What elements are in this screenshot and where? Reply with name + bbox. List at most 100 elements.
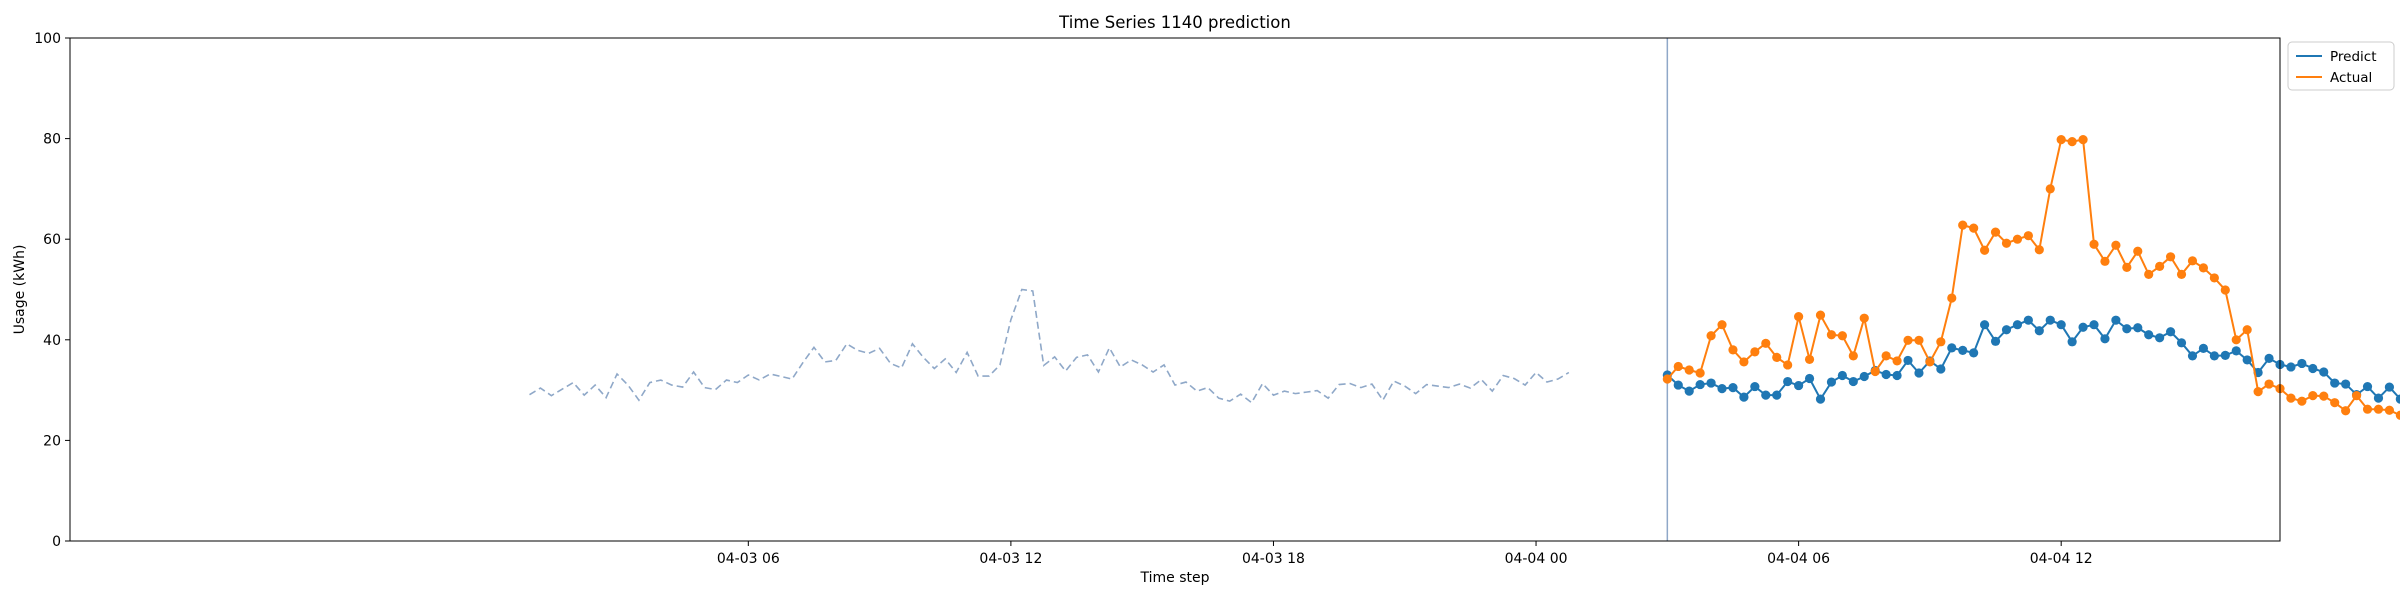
- legend-label-actual: Actual: [2330, 70, 2372, 86]
- actual-point: [1859, 313, 1869, 323]
- actual-point: [1892, 356, 1902, 366]
- actual-point: [1826, 330, 1837, 340]
- actual-point: [2362, 404, 2373, 414]
- predict-point: [1750, 381, 1760, 392]
- predict-point: [1706, 378, 1716, 388]
- predict-point: [1717, 383, 1727, 394]
- predict-point: [1990, 336, 2001, 346]
- predict-point: [1815, 394, 1826, 404]
- actual-point: [1870, 366, 1880, 377]
- actual-point: [1936, 337, 1946, 347]
- actual-point: [2067, 137, 2077, 147]
- actual-point: [1706, 331, 1716, 341]
- actual-point: [2176, 269, 2187, 280]
- predict-point: [1936, 364, 1946, 374]
- actual-point: [2209, 273, 2219, 283]
- predict-point: [2012, 320, 2023, 330]
- predict-point: [2100, 334, 2110, 344]
- predict-point: [1826, 377, 1837, 387]
- actual-point: [1750, 347, 1760, 357]
- actual-point: [1815, 310, 1826, 320]
- actual-point: [2187, 256, 2198, 266]
- predict-point: [1772, 390, 1782, 400]
- y-tick-label: 80: [43, 132, 61, 148]
- predict-point: [2384, 382, 2395, 392]
- actual-point: [2330, 398, 2340, 408]
- actual-point: [2220, 285, 2230, 295]
- actual-point: [1739, 357, 1749, 367]
- actual-point: [1881, 351, 1891, 361]
- predict-point: [2362, 381, 2373, 392]
- predict-point: [2297, 358, 2307, 369]
- actual-point: [2319, 391, 2329, 401]
- actual-point: [1673, 361, 1683, 372]
- actual-point: [2286, 393, 2296, 403]
- actual-point: [1772, 352, 1782, 362]
- actual-point: [2165, 252, 2176, 262]
- plot-frame: [69, 37, 2281, 542]
- x-tick-label: 04-03 06: [717, 551, 780, 567]
- predict-point: [2264, 353, 2274, 364]
- actual-point: [2253, 387, 2263, 397]
- predict-point: [2023, 315, 2033, 325]
- predict-point: [2308, 363, 2318, 374]
- predict-point: [2089, 320, 2099, 330]
- x-tick-label: 04-04 00: [1505, 551, 1568, 567]
- predict-point: [1947, 343, 1957, 353]
- y-tick-label: 20: [43, 433, 61, 449]
- actual-point: [1958, 220, 1968, 230]
- predict-point: [1980, 320, 1990, 330]
- predict-point: [2045, 315, 2055, 325]
- y-axis: 0 20 40 60 80 100: [34, 31, 70, 550]
- actual-point: [1728, 345, 1738, 355]
- predict-point: [2111, 315, 2121, 325]
- predict-point: [1848, 376, 1858, 387]
- predict-point: [2034, 326, 2044, 336]
- predict-point: [1892, 370, 1902, 381]
- actual-point: [2155, 261, 2165, 271]
- actual-point: [2034, 245, 2044, 255]
- predict-point: [1783, 376, 1793, 387]
- actual-point: [1783, 360, 1793, 370]
- predict-point: [1859, 371, 1869, 382]
- actual-point: [1761, 338, 1771, 348]
- predict-point: [2209, 351, 2219, 361]
- predict-point: [1958, 345, 1968, 355]
- actual-point: [2133, 246, 2143, 256]
- predict-point: [2242, 355, 2252, 365]
- predict-point: [2319, 367, 2329, 377]
- actual-point: [2100, 256, 2110, 266]
- predict-point: [2176, 338, 2187, 348]
- predict-point: [2122, 324, 2132, 334]
- actual-point: [1947, 293, 1957, 303]
- predict-point: [1728, 382, 1738, 393]
- predict-point: [2144, 330, 2154, 340]
- actual-point: [1794, 312, 1804, 322]
- predict-point: [2056, 320, 2066, 330]
- predict-point: [1804, 373, 1815, 384]
- x-tick-label: 04-03 18: [1242, 551, 1305, 567]
- actual-point: [2308, 391, 2318, 401]
- actual-point: [1837, 331, 1847, 341]
- actual-point: [2373, 404, 2384, 414]
- actual-point: [2012, 234, 2023, 244]
- actual-point: [1804, 354, 1815, 365]
- predict-point: [1673, 380, 1683, 390]
- actual-point: [2122, 262, 2132, 272]
- actual-point: [2395, 410, 2400, 420]
- actual-point: [2144, 269, 2154, 280]
- history-line: [529, 288, 1570, 404]
- predict-point: [2395, 394, 2400, 404]
- actual-point: [2023, 231, 2033, 241]
- predict-point: [1695, 379, 1705, 390]
- x-tick-label: 04-03 12: [979, 551, 1042, 567]
- x-axis-label: Time step: [1140, 570, 1210, 586]
- actual-point: [1695, 368, 1705, 378]
- actual-point: [1662, 374, 1672, 384]
- predict-point: [2373, 393, 2384, 403]
- predict-point: [1837, 370, 1847, 381]
- actual-point: [1914, 335, 1924, 345]
- x-axis: 04-03 06 04-03 12 04-03 18 04-04 00 04-04 06…: [717, 541, 2093, 567]
